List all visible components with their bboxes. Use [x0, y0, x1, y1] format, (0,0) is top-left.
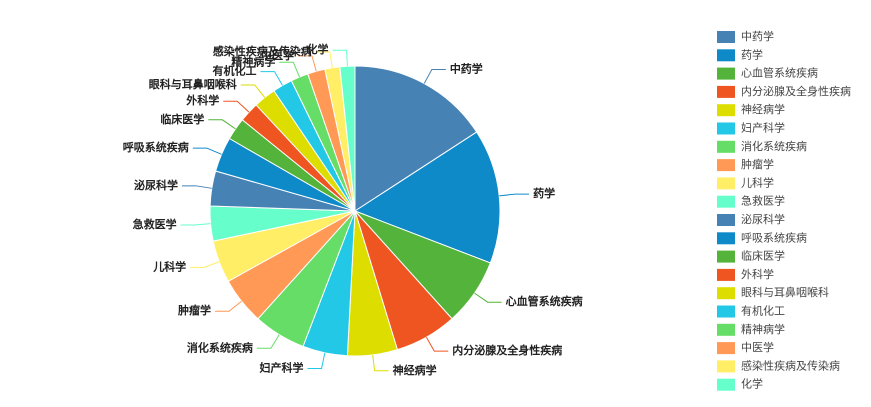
- leader-line: [307, 352, 326, 369]
- legend-label: 心血管系统疾病: [741, 66, 818, 80]
- slice-label: 急救医学: [133, 217, 177, 231]
- legend-swatch: [717, 104, 735, 117]
- slice-label: 心血管系统疾病: [506, 294, 583, 308]
- leader-line: [190, 261, 220, 268]
- legend-label: 消化系统疾病: [741, 139, 807, 153]
- leader-line: [192, 147, 222, 155]
- legend-label: 中医学: [741, 340, 774, 354]
- slice-label: 中医学: [261, 48, 294, 62]
- legend-swatch: [717, 342, 735, 355]
- legend-label: 精神病学: [741, 322, 785, 336]
- slice-label: 消化系统疾病: [187, 340, 253, 354]
- slice-label: 外科学: [185, 93, 219, 107]
- leader-line: [240, 84, 266, 98]
- slice-label: 眼科与耳鼻咽喉科: [149, 77, 237, 91]
- leader-line: [332, 49, 348, 67]
- slice-label: 药学: [533, 186, 555, 200]
- legend-swatch: [717, 85, 735, 98]
- legend-label: 外科学: [741, 267, 774, 281]
- leader-line: [425, 336, 449, 352]
- legend-swatch: [717, 159, 735, 172]
- legend-swatch: [717, 140, 735, 153]
- legend-swatch: [717, 268, 735, 281]
- slice-label: 神经病学: [393, 363, 437, 377]
- legend-swatch: [717, 305, 735, 318]
- legend-label: 泌尿科学: [741, 212, 785, 226]
- legend-label: 内分泌腺及全身性疾病: [741, 84, 851, 98]
- legend-label: 感染性疾病及传染病: [741, 358, 840, 372]
- legend-label: 化学: [741, 377, 763, 391]
- leader-line: [474, 292, 502, 303]
- slice-label: 感染性疾病及传染病: [213, 44, 312, 58]
- legend-swatch: [717, 287, 735, 300]
- legend-label: 药学: [741, 47, 763, 61]
- legend-swatch: [717, 250, 735, 263]
- slice-label: 妇产科学: [259, 360, 304, 374]
- leader-line: [315, 51, 333, 68]
- legend-label: 妇产科学: [741, 121, 785, 135]
- slice-label: 泌尿科学: [134, 178, 178, 192]
- slice-label: 内分泌腺及全身性疾病: [452, 343, 562, 357]
- legend-swatch: [717, 232, 735, 245]
- leader-line: [208, 119, 236, 130]
- slice-label: 精神病学: [231, 54, 275, 68]
- leader-line: [215, 300, 242, 312]
- legend-label: 急救医学: [741, 194, 785, 208]
- legend-label: 神经病学: [741, 102, 785, 116]
- leader-line: [372, 354, 389, 372]
- leader-line: [181, 185, 212, 189]
- leader-line: [256, 334, 280, 349]
- legend-swatch: [717, 49, 735, 62]
- leader-line: [423, 69, 446, 84]
- slice-label: 有机化工: [213, 64, 257, 78]
- leader-line: [223, 100, 250, 113]
- legend-label: 肿瘤学: [741, 157, 774, 171]
- legend-label: 呼吸系统疾病: [741, 230, 807, 244]
- leader-line: [297, 55, 317, 72]
- legend-swatch: [717, 323, 735, 336]
- legend-label: 中药学: [741, 29, 774, 43]
- legend-swatch: [717, 360, 735, 373]
- legend-label: 眼科与耳鼻咽喉科: [741, 285, 829, 299]
- slice-label: 儿科学: [152, 259, 186, 273]
- slice-label: 肿瘤学: [178, 303, 211, 317]
- leader-line: [180, 223, 211, 226]
- pie-slice: [353, 131, 501, 264]
- legend-swatch: [717, 31, 735, 43]
- legend-label: 临床医学: [741, 249, 785, 263]
- legend-swatch: [717, 214, 735, 226]
- legend-label: 有机化工: [741, 304, 785, 318]
- slice-label: 呼吸系统疾病: [123, 140, 189, 154]
- slice-label: 化学: [307, 42, 329, 56]
- legend-swatch: [717, 195, 735, 208]
- leader-line: [260, 71, 283, 86]
- slice-label: 临床医学: [160, 112, 204, 126]
- legend-label: 儿科学: [741, 175, 774, 189]
- legend-swatch: [717, 177, 735, 190]
- legend-swatch: [717, 378, 735, 391]
- slice-label: 中药学: [450, 62, 483, 76]
- leader-line: [499, 193, 530, 197]
- legend-swatch: [717, 67, 735, 80]
- leader-line: [279, 61, 300, 78]
- legend-swatch: [717, 122, 735, 135]
- pie-slice: [354, 65, 478, 212]
